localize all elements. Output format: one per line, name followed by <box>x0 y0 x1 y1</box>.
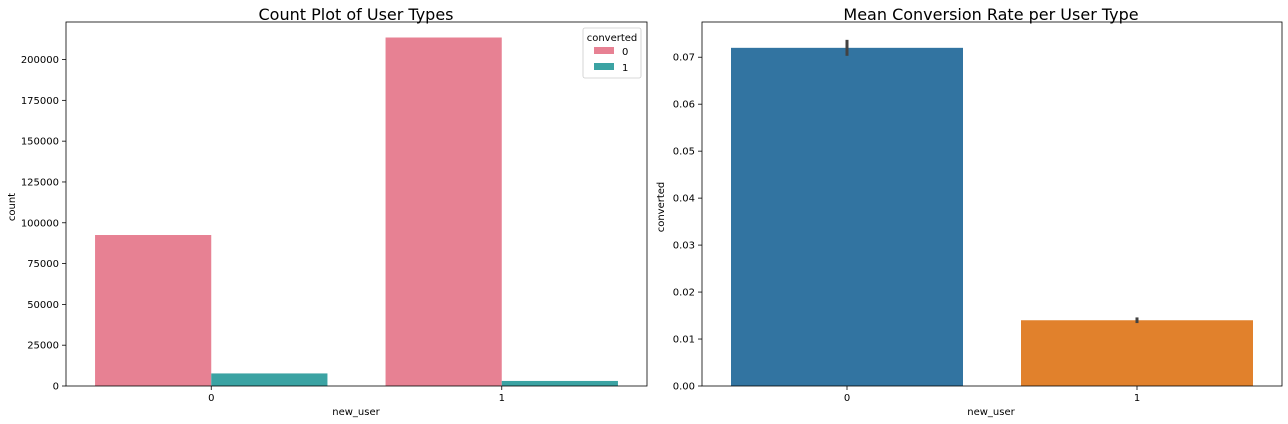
x-tick-label: 1 <box>499 393 505 404</box>
y-tick-label: 0.01 <box>673 335 695 346</box>
y-tick-label: 150000 <box>21 137 59 148</box>
count-plot-chart: Count Plot of User Types 0 25000 50000 7500… <box>7 5 648 418</box>
y-axis: 0.00 0.01 0.02 0.03 0.04 0.05 0.06 0.07 <box>673 53 702 393</box>
y-tick-label: 25000 <box>27 341 59 352</box>
x-axis-label: new_user <box>967 407 1015 418</box>
bar-series-1-cat-1 <box>501 380 618 386</box>
legend-label-0: 0 <box>622 47 628 58</box>
y-tick-label: 200000 <box>21 55 59 66</box>
x-tick-label: 0 <box>208 393 214 404</box>
x-tick-label: 0 <box>844 393 850 404</box>
bar-cat-0 <box>731 47 963 387</box>
y-tick-label: 100000 <box>21 218 59 229</box>
y-tick-label: 0.00 <box>673 382 695 393</box>
legend-swatch-0 <box>594 47 614 54</box>
y-axis: 0 25000 50000 75000 100000 125000 150000 175000… <box>21 55 66 393</box>
plot-frame <box>701 21 1283 387</box>
y-tick-label: 0.04 <box>673 194 695 205</box>
legend-swatch-1 <box>594 63 614 70</box>
y-tick-label: 75000 <box>27 259 59 270</box>
chart-title: Count Plot of User Types <box>259 5 454 24</box>
bar-series-1-cat-0 <box>211 373 328 386</box>
y-axis-label: converted <box>656 182 667 233</box>
bar-series-0-cat-0 <box>95 235 212 386</box>
conversion-rate-chart: Mean Conversion Rate per User Type 0.000… <box>656 5 1283 418</box>
chart-title: Mean Conversion Rate per User Type <box>843 5 1138 24</box>
y-tick-label: 0.05 <box>673 147 695 158</box>
y-tick-label: 0.06 <box>673 100 695 111</box>
y-axis-label: count <box>7 193 18 221</box>
x-axis-label: new_user <box>332 407 380 418</box>
x-tick-label: 1 <box>1134 393 1140 404</box>
y-tick-label: 125000 <box>21 177 59 188</box>
plot-frame <box>65 21 648 387</box>
y-tick-label: 0 <box>53 382 59 393</box>
y-tick-label: 0.07 <box>673 53 695 64</box>
bars <box>731 39 1253 387</box>
bar-series-0-cat-1 <box>385 37 502 387</box>
legend: converted 0 1 <box>582 27 642 79</box>
y-tick-label: 0.02 <box>673 288 695 299</box>
y-tick-label: 0.03 <box>673 241 695 252</box>
bars <box>95 37 618 387</box>
y-tick-label: 175000 <box>21 96 59 107</box>
y-tick-label: 50000 <box>27 300 59 311</box>
legend-label-1: 1 <box>622 63 628 74</box>
bar-cat-1 <box>1021 320 1253 386</box>
legend-title: converted <box>587 33 638 44</box>
